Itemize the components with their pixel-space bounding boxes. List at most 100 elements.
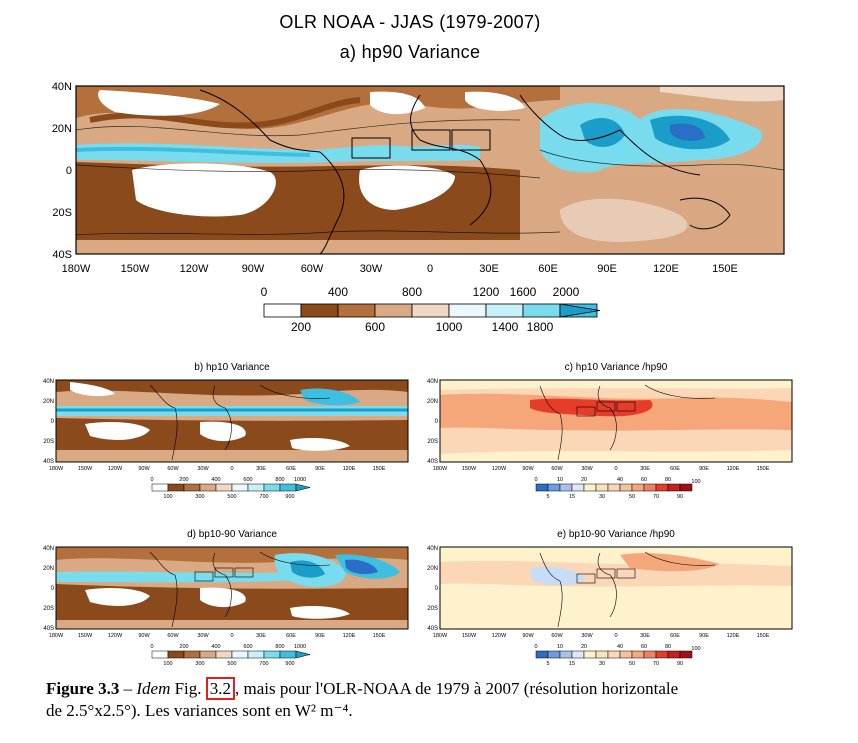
svg-text:30W: 30W: [581, 633, 593, 639]
svg-text:15: 15: [569, 661, 575, 667]
svg-text:150W: 150W: [78, 466, 93, 472]
lon-tick-label: 90W: [242, 263, 265, 275]
figure-reference-link[interactable]: 3.2: [205, 677, 236, 700]
svg-text:0: 0: [534, 644, 537, 650]
small-panels: b) hp10 Variance c) hp10 Variance /hp90 …: [43, 362, 793, 667]
lon-tick-label: 30W: [360, 263, 383, 275]
svg-text:500: 500: [227, 494, 236, 500]
svg-text:40S: 40S: [427, 626, 438, 632]
svg-text:40N: 40N: [427, 379, 438, 385]
panel-e-colorbar: [535, 650, 693, 659]
lon-tick-label: 30E: [479, 263, 499, 275]
svg-text:40: 40: [617, 644, 623, 650]
svg-text:40: 40: [617, 477, 623, 483]
lat-tick-label: 20N: [52, 123, 72, 135]
svg-text:700: 700: [259, 661, 268, 667]
panel-c-colorbar: [535, 483, 693, 492]
svg-text:60W: 60W: [551, 466, 563, 472]
lon-tick-label: 60E: [538, 263, 558, 275]
svg-text:400: 400: [211, 644, 220, 650]
svg-text:300: 300: [195, 494, 204, 500]
colorbar-label: 600: [365, 320, 385, 334]
panel-d-colorbar-labels: 0 200 400 600 800 1000 100 300 500 700 9…: [150, 644, 306, 667]
panel-c-map: [440, 380, 792, 462]
svg-text:200: 200: [179, 644, 188, 650]
svg-text:600: 600: [243, 477, 252, 483]
lon-tick-label: 150E: [712, 263, 738, 275]
svg-text:40S: 40S: [43, 459, 54, 465]
svg-text:150E: 150E: [757, 466, 770, 472]
colorbar-label: 1000: [436, 320, 463, 334]
svg-text:0: 0: [435, 586, 439, 592]
svg-text:150W: 150W: [462, 633, 477, 639]
panel-e-map: [440, 547, 792, 629]
colorbar-label: 400: [328, 285, 348, 299]
panel-a-colorbar: [263, 303, 601, 318]
svg-text:0: 0: [230, 466, 233, 472]
svg-text:150W: 150W: [78, 633, 93, 639]
svg-text:90: 90: [677, 661, 683, 667]
panel-a-lat-ticks: 40N 20N 0 20S 40S: [52, 81, 72, 261]
panel-a-lon-ticks: 180W 150W 120W 90W 60W 30W 0 30E 60E 90E…: [62, 263, 738, 275]
svg-text:30: 30: [599, 494, 605, 500]
svg-text:5: 5: [546, 661, 549, 667]
svg-text:0: 0: [614, 633, 617, 639]
svg-text:0: 0: [230, 633, 233, 639]
svg-text:20N: 20N: [43, 566, 54, 572]
svg-text:180W: 180W: [49, 466, 64, 472]
svg-text:50: 50: [629, 661, 635, 667]
svg-text:180W: 180W: [49, 633, 64, 639]
svg-text:120E: 120E: [727, 633, 740, 639]
svg-text:30W: 30W: [197, 633, 209, 639]
svg-text:0: 0: [51, 586, 55, 592]
svg-text:40N: 40N: [43, 546, 54, 552]
caption-idem: Idem: [136, 679, 171, 698]
lon-tick-label: 120W: [180, 263, 209, 275]
svg-text:20S: 20S: [43, 606, 54, 612]
svg-text:500: 500: [227, 661, 236, 667]
svg-text:100: 100: [163, 494, 172, 500]
panel-b-title: b) hp10 Variance: [194, 362, 270, 373]
svg-text:30: 30: [599, 661, 605, 667]
svg-text:120W: 120W: [492, 633, 507, 639]
svg-text:60E: 60E: [286, 466, 296, 472]
colorbar-label: 800: [402, 285, 422, 299]
svg-text:180W: 180W: [433, 633, 448, 639]
svg-text:600: 600: [243, 644, 252, 650]
lat-tick-label: 40N: [52, 81, 72, 93]
panel-c-title: c) hp10 Variance /hp90: [565, 362, 668, 373]
colorbar-label: 200: [291, 320, 311, 334]
lon-tick-label: 90E: [597, 263, 617, 275]
figure-title: OLR NOAA - JJAS (1979-2007): [279, 12, 541, 32]
svg-text:90E: 90E: [699, 633, 709, 639]
small-lat-labels: 40N 20N 0 20S 40S 40N 20N 0 20S 40S 40N …: [43, 379, 439, 632]
panel-e-colorbar-labels: 0 10 20 40 60 80 100 5 15 30 50 70 90: [534, 644, 700, 667]
panel-b-map: [56, 380, 408, 462]
svg-text:150W: 150W: [462, 466, 477, 472]
svg-text:10: 10: [557, 644, 563, 650]
svg-text:120E: 120E: [343, 466, 356, 472]
svg-text:30W: 30W: [581, 466, 593, 472]
colorbar-label: 2000: [553, 285, 580, 299]
svg-text:70: 70: [653, 494, 659, 500]
lat-tick-label: 40S: [52, 249, 72, 261]
svg-text:60: 60: [641, 477, 647, 483]
svg-text:0: 0: [435, 419, 439, 425]
svg-text:900: 900: [285, 661, 294, 667]
svg-text:100: 100: [163, 661, 172, 667]
lon-tick-label: 120E: [653, 263, 679, 275]
figure-caption: Figure 3.3 – Idem Fig. 3.2, mais pour l'…: [46, 677, 836, 722]
lon-tick-label: 60W: [301, 263, 324, 275]
svg-text:150E: 150E: [373, 633, 386, 639]
svg-text:1000: 1000: [294, 644, 306, 650]
svg-text:90E: 90E: [315, 633, 325, 639]
svg-text:60W: 60W: [167, 633, 179, 639]
svg-text:1000: 1000: [294, 477, 306, 483]
svg-text:0: 0: [150, 477, 153, 483]
caption-dash: –: [119, 679, 137, 698]
svg-text:5: 5: [546, 494, 549, 500]
svg-text:15: 15: [569, 494, 575, 500]
svg-text:60E: 60E: [670, 633, 680, 639]
svg-text:20S: 20S: [427, 606, 438, 612]
svg-text:20N: 20N: [427, 399, 438, 405]
